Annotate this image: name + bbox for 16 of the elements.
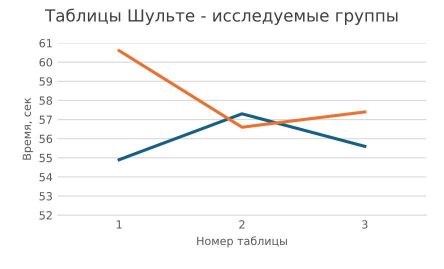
y-tick-label: 60 <box>39 58 52 67</box>
y-tick-label: 53 <box>40 192 52 200</box>
x-tick-label: 2 <box>239 220 244 229</box>
y-tick-label: 59 <box>40 77 52 86</box>
y-tick-label: 52 <box>40 211 52 220</box>
y-tick-label: 54 <box>40 173 52 182</box>
chart-title: Таблицы Шульте - исследуемые группы <box>45 8 398 25</box>
x-tick-label: 1 <box>116 220 122 229</box>
y-axis-title: Время, сек <box>22 98 34 160</box>
y-tick-label: 57 <box>40 116 52 124</box>
x-tick-label: 3 <box>362 220 368 229</box>
y-tick-label: 56 <box>40 134 52 144</box>
y-tick-label: 61 <box>39 39 52 48</box>
y-tick-label: 58 <box>40 96 52 105</box>
x-axis-title: Номер таблицы <box>197 236 287 248</box>
y-tick-label: 55 <box>40 154 52 162</box>
